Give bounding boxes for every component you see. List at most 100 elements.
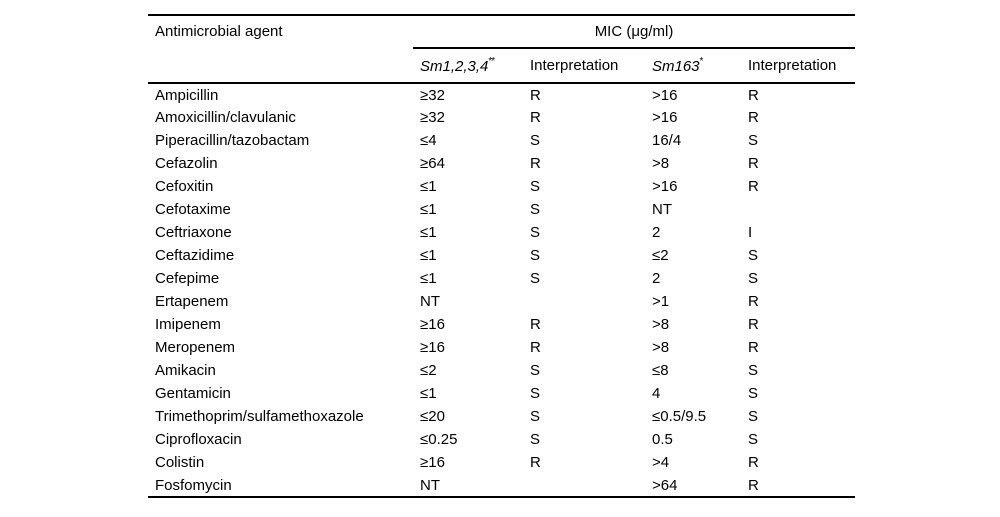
sm1234-mic-cell: ≤1 — [420, 247, 437, 264]
sm163-mic-cell: >16 — [652, 86, 678, 104]
agent-cell: Ceftriaxone — [155, 224, 232, 241]
sm1234-interpretation-cell: S — [530, 270, 541, 287]
sm1234-mic-cell: ≤1 — [420, 224, 437, 241]
sm1234-mic-cell: ≤1 — [420, 178, 437, 195]
sm1234-interpretation-cell: S — [530, 201, 541, 218]
sm1234-mic-cell: ≥16 — [420, 339, 445, 356]
sm163-mic-cell: ≤8 — [652, 362, 669, 379]
table-row: Fosfomycin NT >64 R — [148, 474, 855, 497]
interpretation-1-label: Interpretation — [530, 57, 619, 74]
agent-cell: Cefepime — [155, 270, 220, 287]
agent-cell: Meropenem — [155, 339, 236, 356]
agent-cell: Trimethoprim/sulfamethoxazole — [155, 408, 364, 425]
sm1234-mic-cell: ≤2 — [420, 362, 437, 379]
column-header-mic-group: MIC (μg/ml) — [413, 15, 856, 49]
sm163-mic-cell: >8 — [652, 155, 670, 172]
sm1234-label: Sm1,2,3,4 — [420, 57, 489, 75]
sm163-mic-cell: >1 — [652, 293, 670, 310]
table-row: Piperacillin/tazobactam ≤4 S 16/4 S — [148, 129, 855, 152]
mic-group-label: MIC (μg/ml) — [594, 23, 674, 40]
agent-cell: Colistin — [155, 454, 205, 471]
table-row: Ampicillin ≥32 R >16 R — [148, 83, 855, 106]
sm163-mic-cell: 0.5 — [652, 431, 673, 448]
sm1234-interpretation-cell: R — [530, 155, 541, 172]
sm1234-mic-cell: NT — [420, 476, 440, 494]
sm1234-mic-cell: ≥16 — [420, 316, 445, 333]
sm163-mic-cell: 2 — [652, 224, 661, 241]
sm1234-interpretation-cell — [530, 474, 652, 497]
sm1234-interpretation-cell: S — [530, 247, 541, 264]
sm163-interpretation-cell: S — [748, 132, 759, 149]
sm163-interpretation-cell: R — [748, 109, 759, 126]
agent-cell: Ertapenem — [155, 293, 229, 310]
table-row: Ertapenem NT >1 R — [148, 290, 855, 313]
sm1234-superscript: ** — [488, 55, 495, 67]
agent-cell: Fosfomycin — [155, 476, 232, 494]
sm163-interpretation-cell: S — [748, 270, 759, 287]
sm163-interpretation-cell: R — [748, 316, 759, 333]
sm1234-interpretation-cell: S — [530, 362, 541, 379]
sm1234-mic-cell: ≥32 — [420, 86, 445, 104]
sm163-superscript: * — [699, 55, 704, 67]
sm163-interpretation-cell: S — [748, 431, 759, 448]
sm1234-interpretation-cell: S — [530, 385, 541, 402]
sm1234-mic-cell: ≥32 — [420, 109, 445, 126]
column-header-antimicrobial-agent: Antimicrobial agent — [148, 15, 413, 84]
sm1234-interpretation-cell: S — [530, 408, 541, 425]
table-row: Cefepime ≤1 S 2 S — [148, 267, 855, 290]
agent-cell: Cefoxitin — [155, 178, 214, 195]
sm1234-interpretation-cell: R — [530, 109, 541, 126]
sm163-interpretation-cell: R — [748, 155, 759, 172]
column-header-sm163: Sm163* — [652, 48, 748, 84]
sm1234-interpretation-cell: R — [530, 454, 541, 471]
table-row: Amikacin ≤2 S ≤8 S — [148, 359, 855, 382]
table-body: Ampicillin ≥32 R >16 R Amoxicillin/clavulanic… — [148, 83, 855, 497]
agent-cell: Gentamicin — [155, 385, 231, 402]
sm1234-interpretation-cell — [530, 290, 652, 313]
table-row: Imipenem ≥16 R >8 R — [148, 313, 855, 336]
sm163-interpretation-cell: R — [748, 293, 759, 310]
sm163-mic-cell: ≤2 — [652, 247, 669, 264]
header-row-sub: Sm1,2,3,4** Interpretation Sm163* Interp… — [148, 48, 856, 84]
sm1234-mic-cell: ≤1 — [420, 201, 437, 218]
sm1234-interpretation-cell: S — [530, 178, 541, 195]
sm163-mic-cell: 16/4 — [652, 132, 682, 149]
table-row: Ciprofloxacin ≤0.25 S 0.5 S — [148, 428, 855, 451]
sm1234-mic-cell: NT — [420, 293, 440, 310]
table-row: Ceftriaxone ≤1 S 2 I — [148, 221, 855, 244]
sm1234-mic-cell: ≤0.25 — [420, 431, 458, 448]
sm163-mic-cell: >64 — [652, 476, 678, 494]
agent-cell: Ampicillin — [155, 86, 219, 104]
sm163-interpretation-cell: R — [748, 178, 759, 195]
agent-cell: Cefazolin — [155, 155, 218, 172]
sm163-mic-cell: >4 — [652, 454, 670, 471]
sm1234-interpretation-cell: S — [530, 224, 541, 241]
sm163-mic-cell: 4 — [652, 385, 661, 402]
sm163-label: Sm163 — [652, 57, 700, 75]
header-row-group: Antimicrobial agent MIC (μg/ml) — [148, 15, 856, 84]
agent-cell: Amoxicillin/clavulanic — [155, 109, 296, 126]
sm163-mic-cell: >16 — [652, 109, 678, 126]
agent-cell: Piperacillin/tazobactam — [155, 132, 310, 149]
sm163-mic-cell: 2 — [652, 270, 661, 287]
table-row: Cefotaxime ≤1 S NT — [148, 198, 855, 221]
column-header-sm1234: Sm1,2,3,4** — [413, 48, 530, 84]
sm163-interpretation-cell — [748, 198, 855, 221]
sm1234-interpretation-cell: R — [530, 339, 541, 356]
sm1234-mic-cell: ≥16 — [420, 454, 445, 471]
sm1234-interpretation-cell: R — [530, 86, 541, 104]
sm163-interpretation-cell: R — [748, 339, 759, 356]
table-row: Colistin ≥16 R >4 R — [148, 451, 855, 474]
sm163-mic-cell: >16 — [652, 178, 678, 195]
sm163-interpretation-cell: S — [748, 408, 759, 425]
sm1234-mic-cell: ≤20 — [420, 408, 445, 425]
sm163-interpretation-cell: S — [748, 247, 759, 264]
interpretation-2-label: Interpretation — [748, 57, 837, 74]
sm163-interpretation-cell: S — [748, 362, 759, 379]
sm163-mic-cell: NT — [652, 201, 672, 218]
sm1234-mic-cell: ≥64 — [420, 155, 445, 172]
agent-cell: Ceftazidime — [155, 247, 235, 264]
sm163-mic-cell: ≤0.5/9.5 — [652, 408, 707, 425]
table-row: Amoxicillin/clavulanic ≥32 R >16 R — [148, 106, 855, 129]
table-row: Gentamicin ≤1 S 4 S — [148, 382, 855, 405]
